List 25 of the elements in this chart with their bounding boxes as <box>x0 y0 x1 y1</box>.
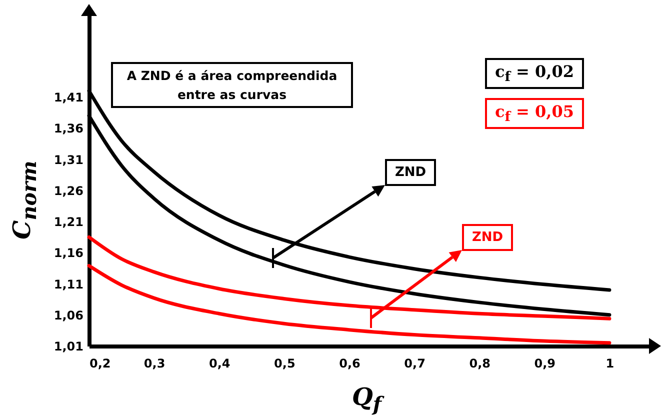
text: c$_{f}$ = 0,02 <box>485 58 584 90</box>
y-tick-label: 1,26 <box>54 184 84 198</box>
x-tick-label: 0,4 <box>208 356 230 370</box>
y-tick-label: 1,21 <box>54 215 84 230</box>
x-tick-label: 0,3 <box>144 356 166 370</box>
annotation: ZND <box>385 159 436 186</box>
x-tick-label: 0,9 <box>534 356 556 370</box>
x-tick-label: 0,7 <box>404 356 426 370</box>
x-tick-label: 0,5 <box>274 356 296 370</box>
y-tick-label: 1,01 <box>54 340 84 354</box>
y-tick-label: 1,16 <box>54 246 84 260</box>
x-axis-title: Q$_{f}$ <box>352 382 382 416</box>
annotation: ZND <box>462 224 514 251</box>
y-tick-label: 1,41 <box>54 90 84 105</box>
x-tick-label: 0,6 <box>339 356 360 370</box>
y-tick-label: 1,36 <box>54 122 84 136</box>
y-tick-label: 1,11 <box>54 277 84 292</box>
text: c$_{f}$ = 0,05 <box>485 98 584 130</box>
line-series <box>87 264 612 345</box>
annotation: A ZND é a área compreendida entre as curvas <box>111 62 353 108</box>
y-tick-label: 1,31 <box>54 152 84 167</box>
y-tick-label: 1,06 <box>54 308 84 322</box>
x-tick-label: 0,8 <box>469 356 490 370</box>
x-tick-label: 1 <box>606 356 614 370</box>
x-tick-label: 0,2 <box>90 356 111 370</box>
